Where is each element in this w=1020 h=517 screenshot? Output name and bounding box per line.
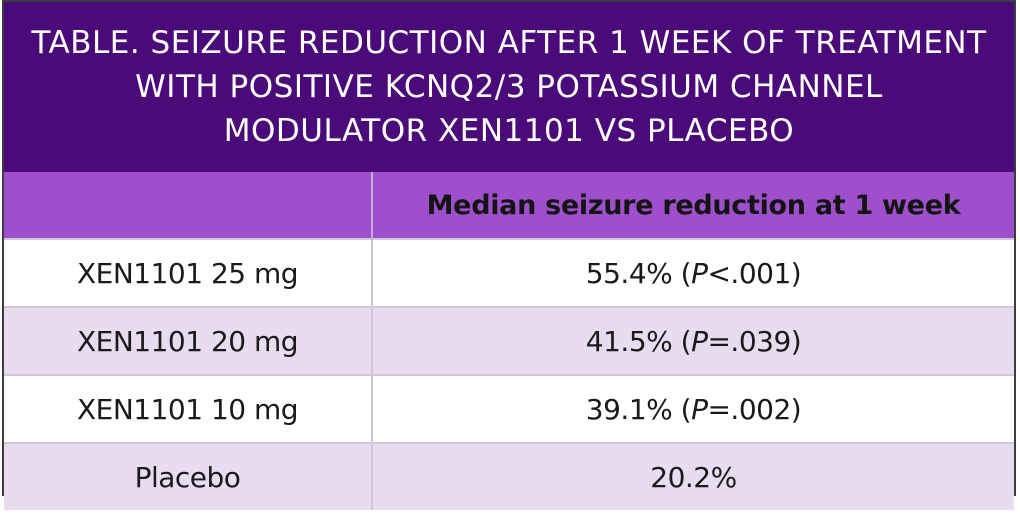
row-value: 55.4% (P<.001)	[372, 238, 1014, 307]
title-bar: TABLE. SEIZURE REDUCTION AFTER 1 WEEK OF…	[4, 2, 1014, 172]
table-row: Placebo 20.2%	[4, 442, 1014, 510]
row-label: XEN1101 10 mg	[4, 374, 373, 443]
p-open: (	[672, 256, 692, 290]
percent-value: 20.2%	[650, 460, 737, 494]
percent-value: 39.1%	[585, 392, 673, 426]
p-value: =.039)	[707, 324, 802, 358]
header-cell-median-reduction: Median seizure reduction at 1 week	[372, 172, 1014, 239]
header-cell-empty	[4, 172, 373, 239]
row-label: XEN1101 25 mg	[4, 238, 373, 307]
row-value: 41.5% (P=.039)	[372, 306, 1014, 375]
table-row: XEN1101 25 mg 55.4% (P<.001)	[4, 238, 1014, 307]
percent-value: 55.4%	[585, 256, 673, 290]
row-label: XEN1101 20 mg	[4, 306, 373, 375]
header-row: Median seizure reduction at 1 week	[4, 172, 1014, 239]
results-table: Median seizure reduction at 1 week XEN11…	[4, 172, 1014, 510]
percent-value: 41.5%	[585, 324, 673, 358]
row-value: 20.2%	[372, 442, 1014, 510]
table-row: XEN1101 10 mg 39.1% (P=.002)	[4, 374, 1014, 443]
p-value: =.002)	[707, 392, 802, 426]
p-label: P	[691, 392, 708, 426]
p-label: P	[691, 324, 708, 358]
p-open: (	[672, 392, 692, 426]
p-label: P	[691, 256, 708, 290]
p-open: (	[672, 324, 692, 358]
row-value: 39.1% (P=.002)	[372, 374, 1014, 443]
table-title: TABLE. SEIZURE REDUCTION AFTER 1 WEEK OF…	[31, 25, 987, 149]
p-value: <.001)	[707, 256, 802, 290]
row-label: Placebo	[4, 442, 373, 510]
table-row: XEN1101 20 mg 41.5% (P=.039)	[4, 306, 1014, 375]
